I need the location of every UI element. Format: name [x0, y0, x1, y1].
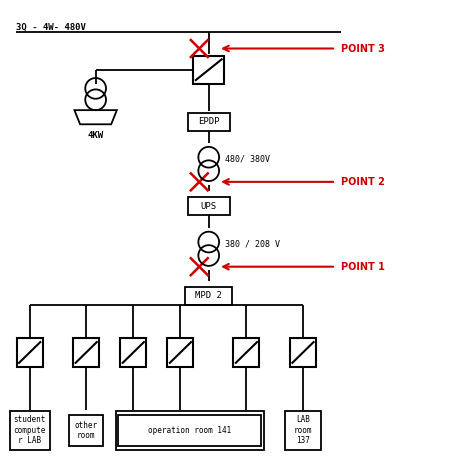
FancyBboxPatch shape	[188, 197, 230, 215]
FancyBboxPatch shape	[193, 55, 224, 84]
FancyBboxPatch shape	[234, 338, 259, 366]
Text: POINT 1: POINT 1	[341, 262, 384, 272]
Text: 380 / 208 V: 380 / 208 V	[225, 239, 280, 248]
Text: operation room 141: operation room 141	[148, 426, 231, 435]
Text: POINT 3: POINT 3	[341, 44, 384, 54]
FancyBboxPatch shape	[290, 338, 316, 366]
FancyBboxPatch shape	[17, 338, 43, 366]
FancyBboxPatch shape	[188, 113, 230, 130]
FancyBboxPatch shape	[73, 338, 99, 366]
Text: 3Q - 4W- 480V: 3Q - 4W- 480V	[16, 23, 85, 32]
Text: LAB
room
137: LAB room 137	[294, 415, 312, 445]
Text: POINT 2: POINT 2	[341, 177, 384, 187]
FancyBboxPatch shape	[116, 411, 264, 449]
Text: 4KW: 4KW	[88, 131, 104, 140]
FancyBboxPatch shape	[69, 415, 103, 446]
Text: other
room: other room	[74, 420, 98, 440]
FancyBboxPatch shape	[9, 411, 50, 449]
Text: UPS: UPS	[201, 202, 217, 211]
FancyBboxPatch shape	[120, 338, 146, 366]
Text: student
compute
r LAB: student compute r LAB	[13, 415, 46, 445]
Text: EPDP: EPDP	[198, 117, 219, 126]
Text: MPD 2: MPD 2	[195, 292, 222, 301]
Text: 480/ 380V: 480/ 380V	[225, 155, 270, 164]
FancyBboxPatch shape	[185, 287, 232, 305]
FancyBboxPatch shape	[118, 415, 261, 446]
FancyBboxPatch shape	[285, 411, 320, 449]
FancyBboxPatch shape	[167, 338, 193, 366]
